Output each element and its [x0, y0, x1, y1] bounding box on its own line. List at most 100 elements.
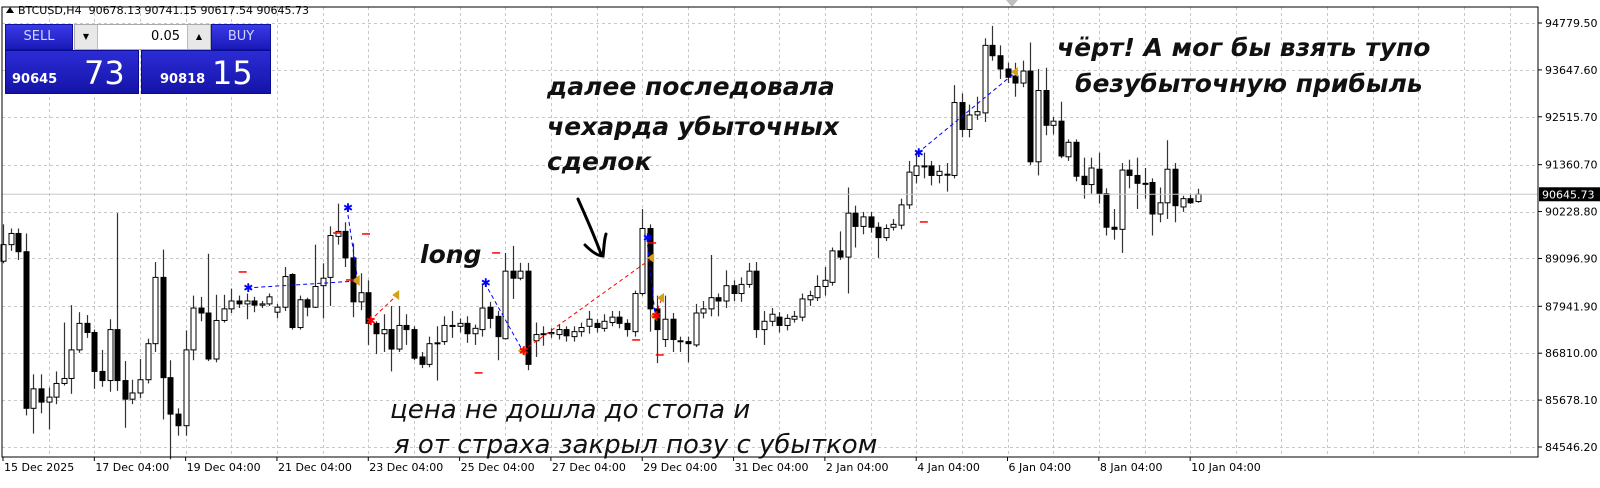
x-tick-label: 31 Dec 04:00: [735, 461, 809, 474]
sell-trade-line: [654, 297, 663, 317]
lot-increase-button[interactable]: ▲: [187, 25, 210, 49]
candle-body-bear: [1126, 169, 1133, 176]
candle: [289, 273, 296, 330]
buy-button[interactable]: BUY: [211, 24, 271, 50]
candle-body-bear: [852, 212, 859, 227]
candle: [266, 293, 273, 306]
candle-body-bear: [23, 251, 30, 409]
candle: [1180, 195, 1187, 212]
candle-body-bull: [723, 285, 730, 302]
candle: [1142, 167, 1149, 199]
candle: [510, 245, 517, 299]
current-price-box: 90645.73: [1539, 187, 1600, 202]
candle-body-bear: [715, 297, 722, 302]
candle: [890, 218, 897, 231]
candle: [693, 303, 700, 347]
candle: [829, 247, 836, 286]
candle: [715, 293, 722, 317]
candle-body-bear: [997, 55, 1004, 70]
ohlc-readout: 90678.13 90741.15 90617.54 90645.73: [88, 4, 310, 17]
scroll-marker-icon[interactable]: [1006, 0, 1018, 7]
candle-body-bull: [571, 331, 578, 338]
candle-body-bear: [1103, 193, 1110, 228]
candle-body-bear: [989, 44, 996, 57]
buy-trade-line: [346, 207, 359, 281]
candle-body-bull: [890, 223, 897, 228]
candle-body-bear: [175, 413, 182, 427]
candle: [1134, 157, 1141, 210]
candle: [906, 160, 913, 210]
candle-body-bull: [449, 324, 456, 327]
trade-close-arrow-icon: [1010, 66, 1018, 77]
candle-body-bull: [1088, 167, 1095, 186]
candle-body-bear: [1134, 174, 1141, 184]
candle-body-bull: [556, 329, 563, 336]
candle: [624, 319, 631, 337]
trade-open-star-icon: ✱: [914, 146, 924, 160]
candle-body-bull: [921, 165, 928, 168]
candle-body-bull: [533, 334, 540, 342]
candle: [304, 297, 311, 317]
candle: [259, 300, 266, 309]
candle: [426, 336, 433, 368]
candle-body-bear: [1073, 141, 1080, 177]
candle-body-bull: [693, 312, 700, 346]
candle-body-bull: [700, 308, 707, 314]
collapse-triangle-icon[interactable]: [6, 7, 14, 13]
buy-price-button[interactable]: 90818 15: [141, 50, 271, 94]
candle: [1111, 209, 1118, 240]
candle-body-bull: [883, 227, 890, 239]
candle: [183, 330, 190, 436]
candle: [46, 387, 53, 430]
candle: [15, 228, 22, 260]
candle: [708, 255, 715, 317]
candle: [883, 224, 890, 241]
candle-body-bear: [731, 285, 738, 295]
candle: [8, 228, 15, 251]
candle-body-bear: [776, 316, 783, 326]
candle-body-bull: [274, 306, 281, 313]
candle-body-bull: [951, 102, 958, 176]
hand-drawn-arrow: [576, 197, 608, 258]
candle: [335, 203, 342, 245]
candle-body-bear: [1027, 70, 1034, 163]
candle-body-bull: [1157, 202, 1164, 215]
y-tick-label: 89096.90: [1545, 252, 1598, 265]
x-axis: 15 Dec 2025 17 Dec 04:00 19 Dec 04:00 21 De…: [2, 457, 1261, 474]
annotation-bottom-1: цена не дошла до стопа и: [390, 395, 751, 425]
candle: [457, 318, 464, 333]
candle: [1073, 139, 1080, 182]
lot-input[interactable]: 0.05: [151, 29, 180, 44]
candle-body-bull: [944, 173, 951, 176]
candle-body-bear: [160, 276, 167, 379]
candle-body-bull: [358, 292, 365, 303]
candle: [868, 211, 875, 233]
candle: [129, 379, 136, 405]
candle-body-bear: [1172, 168, 1179, 207]
sell-price-button[interactable]: 90645 73: [5, 50, 139, 94]
trade-open-star-icon: ✱: [643, 231, 653, 245]
candle-body-bear: [114, 329, 121, 382]
candle-body-bear: [1149, 181, 1156, 215]
candle: [1020, 60, 1027, 88]
candle: [449, 310, 456, 338]
sell-trade-line: [522, 257, 653, 352]
sell-price-main: 90645: [12, 72, 58, 87]
candle: [107, 319, 114, 392]
lot-decrease-button[interactable]: ▼: [75, 25, 98, 49]
sell-button[interactable]: SELL: [5, 24, 73, 50]
candle: [852, 205, 859, 248]
candle: [122, 361, 129, 428]
candle: [1187, 193, 1194, 205]
candle: [533, 322, 540, 357]
candle: [799, 293, 806, 322]
candle: [944, 163, 951, 192]
candle: [814, 275, 821, 301]
candle: [571, 326, 578, 342]
chart-grid: [2, 7, 1538, 457]
buy-trade-line: [917, 71, 1017, 154]
candle-body-bull: [639, 227, 646, 295]
x-tick-label: 27 Dec 04:00: [552, 461, 626, 474]
candle: [723, 270, 730, 309]
